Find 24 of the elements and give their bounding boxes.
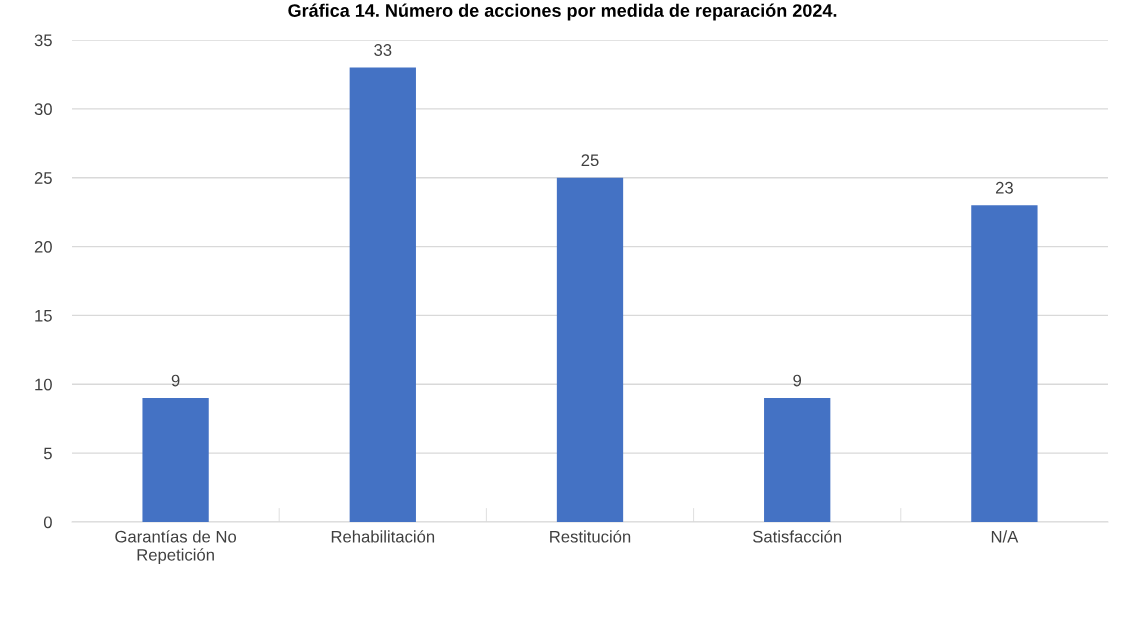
y-tick-label: 5: [43, 447, 52, 460]
x-tick-label: N/A: [991, 530, 1019, 543]
chart-title: Gráfica 14. Número de acciones por medida de reparación 2024.: [288, 3, 837, 21]
y-tick-label: 25: [34, 172, 52, 184]
y-tick-label: 0: [43, 516, 52, 529]
y-tick-label: 20: [34, 240, 52, 253]
y-tick-label: 35: [34, 34, 52, 47]
y-tick-label: 15: [35, 310, 52, 322]
data-label: 9: [171, 374, 180, 387]
x-tick-label: Rehabilitación: [331, 530, 435, 543]
bar: [764, 398, 831, 522]
data-label: 23: [995, 181, 1013, 194]
bar: [556, 177, 624, 522]
data-label: 33: [374, 44, 392, 56]
bar: [349, 67, 416, 522]
x-tick-label: Restitución: [550, 530, 631, 543]
x-tick-label: Satisfacción: [753, 530, 842, 543]
data-label: 25: [581, 154, 599, 167]
bar: [971, 205, 1038, 522]
y-tick-label: 10: [35, 378, 52, 391]
bar: [142, 398, 209, 522]
y-tick-label: 30: [34, 103, 52, 116]
data-label: 9: [793, 374, 802, 387]
x-tick-label: Garantías de No Repetición: [115, 530, 237, 565]
